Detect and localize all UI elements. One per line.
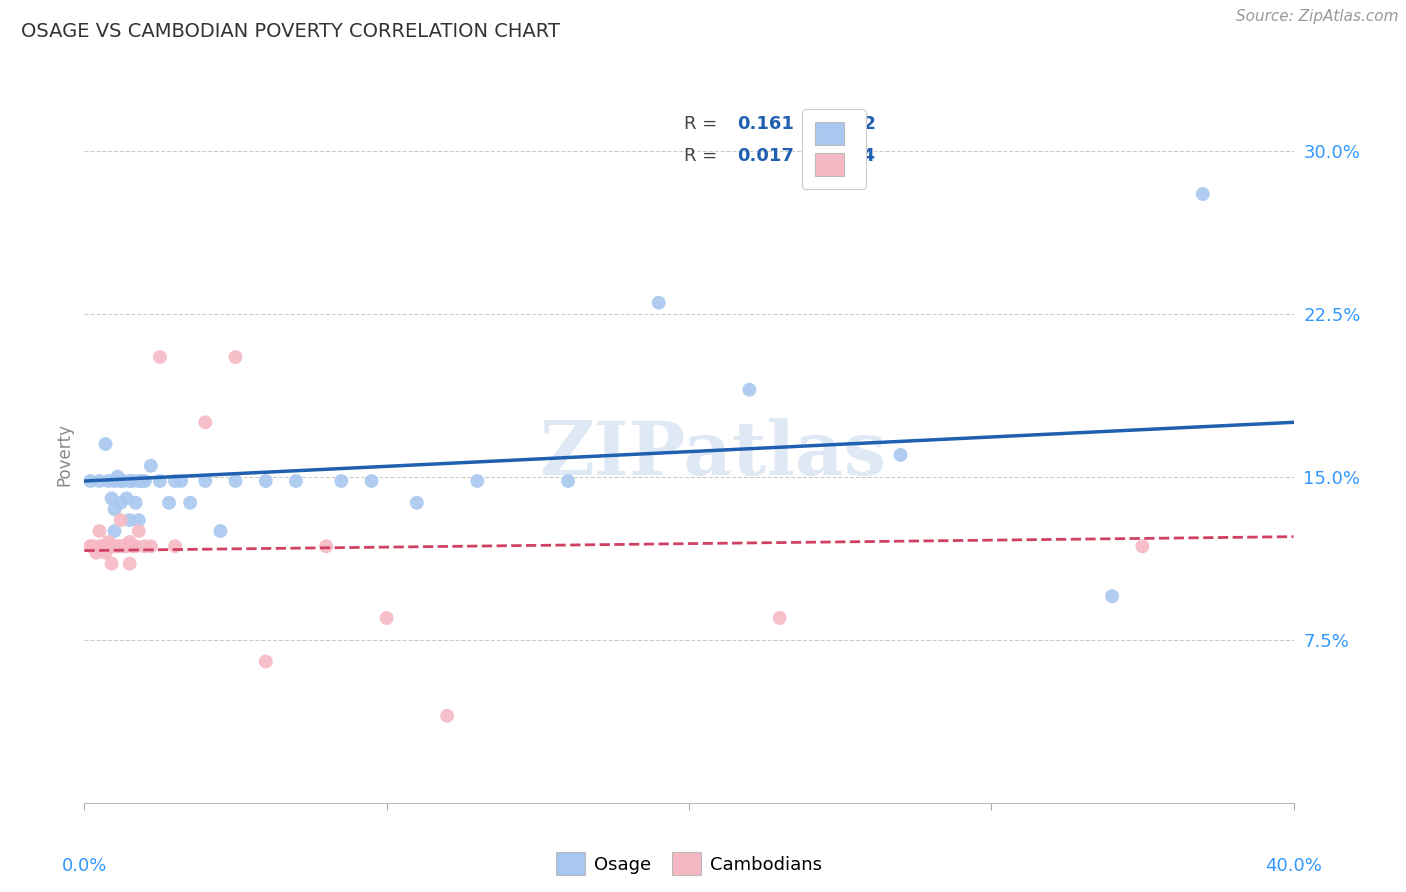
Point: [118, 513, 141, 527]
Point: [406, 496, 429, 510]
Point: [194, 474, 217, 488]
Text: R =: R =: [685, 147, 717, 165]
Text: 0.0%: 0.0%: [62, 857, 107, 875]
Point: [100, 491, 122, 506]
Point: [163, 474, 186, 488]
Y-axis label: Poverty: Poverty: [55, 424, 73, 486]
Point: [121, 474, 143, 488]
Point: [179, 496, 201, 510]
Text: N =: N =: [811, 115, 845, 134]
Point: [375, 611, 398, 625]
Point: [112, 539, 135, 553]
Point: [110, 513, 132, 527]
Text: 34: 34: [851, 147, 876, 165]
Point: [110, 474, 132, 488]
Point: [94, 437, 117, 451]
Point: [110, 496, 132, 510]
Point: [149, 350, 172, 364]
Point: [118, 535, 141, 549]
Text: R =: R =: [685, 115, 717, 134]
Point: [104, 524, 127, 538]
Point: [557, 474, 579, 488]
Point: [79, 474, 101, 488]
Point: [89, 474, 111, 488]
Point: [94, 539, 117, 553]
Point: [149, 474, 172, 488]
Text: N =: N =: [811, 147, 845, 165]
Point: [254, 474, 277, 488]
Point: [125, 496, 148, 510]
Point: [467, 474, 489, 488]
Point: [128, 513, 150, 527]
Point: [94, 546, 117, 560]
Point: [315, 539, 337, 553]
Point: [100, 557, 122, 571]
Point: [134, 539, 156, 553]
Text: 42: 42: [851, 115, 876, 134]
Point: [163, 539, 186, 553]
Point: [115, 491, 138, 506]
Text: ZIPatlas: ZIPatlas: [540, 418, 887, 491]
Text: 0.161: 0.161: [737, 115, 794, 134]
Point: [1101, 589, 1123, 603]
Point: [97, 474, 120, 488]
Point: [100, 539, 122, 553]
Point: [225, 350, 247, 364]
Point: [89, 524, 111, 538]
Text: OSAGE VS CAMBODIAN POVERTY CORRELATION CHART: OSAGE VS CAMBODIAN POVERTY CORRELATION C…: [21, 22, 560, 41]
Point: [107, 469, 129, 483]
Point: [194, 415, 217, 429]
Point: [360, 474, 382, 488]
Point: [209, 524, 232, 538]
Point: [86, 546, 108, 560]
Point: [118, 474, 141, 488]
Point: [115, 539, 138, 553]
Point: [91, 539, 114, 553]
Point: [1191, 186, 1213, 201]
Point: [107, 539, 129, 553]
Point: [139, 458, 162, 473]
Point: [121, 539, 143, 553]
Point: [118, 557, 141, 571]
Legend: Osage, Cambodians: Osage, Cambodians: [547, 843, 831, 884]
Point: [125, 539, 148, 553]
Point: [110, 539, 132, 553]
Point: [82, 539, 104, 553]
Point: [157, 496, 180, 510]
Point: [128, 524, 150, 538]
Text: Source: ZipAtlas.com: Source: ZipAtlas.com: [1236, 9, 1399, 24]
Text: 40.0%: 40.0%: [1265, 857, 1322, 875]
Point: [89, 539, 111, 553]
Point: [225, 474, 247, 488]
Point: [436, 708, 458, 723]
Point: [104, 502, 127, 516]
Point: [128, 474, 150, 488]
Point: [170, 474, 193, 488]
Point: [97, 535, 120, 549]
Point: [134, 474, 156, 488]
Point: [769, 611, 792, 625]
Point: [284, 474, 308, 488]
Point: [112, 474, 135, 488]
Point: [1130, 539, 1153, 553]
Point: [104, 474, 127, 488]
Point: [104, 539, 127, 553]
Point: [254, 655, 277, 669]
Point: [330, 474, 353, 488]
Text: 0.017: 0.017: [737, 147, 794, 165]
Point: [647, 295, 671, 310]
Point: [738, 383, 761, 397]
Point: [890, 448, 912, 462]
Point: [139, 539, 162, 553]
Point: [131, 474, 153, 488]
Point: [79, 539, 101, 553]
